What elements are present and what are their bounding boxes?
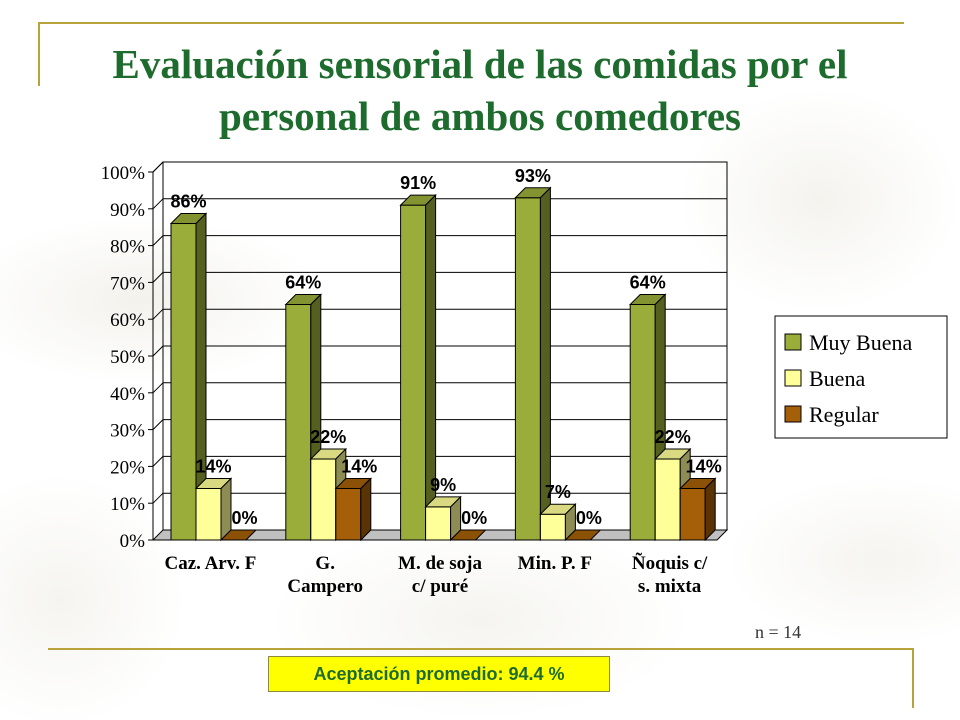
y-tick-label: 0% bbox=[120, 531, 146, 552]
gridline-depth bbox=[152, 382, 164, 394]
bar-data-label: 91% bbox=[400, 173, 436, 193]
bar-front bbox=[425, 506, 452, 541]
x-category-label: G. bbox=[315, 553, 335, 574]
decor-rule-top-vertical bbox=[38, 22, 40, 86]
acceptance-text: Aceptación promedio: 94.4 % bbox=[313, 663, 565, 684]
slide-title: Evaluación sensorial de las comidas por … bbox=[112, 41, 848, 139]
gridline-depth bbox=[152, 235, 164, 246]
x-category-label: s. mixta bbox=[638, 576, 702, 597]
gridline-depth bbox=[152, 272, 164, 283]
gridline-depth bbox=[152, 492, 164, 504]
bar-data-label: 0% bbox=[231, 508, 257, 528]
bar-front bbox=[514, 197, 541, 541]
bar-front bbox=[629, 303, 656, 541]
bar-front bbox=[310, 458, 337, 541]
bar-front bbox=[539, 513, 566, 541]
gridline-depth bbox=[152, 419, 164, 430]
gridline-depth bbox=[152, 198, 164, 210]
bar-data-label: 0% bbox=[576, 508, 602, 528]
y-tick-label: 60% bbox=[110, 310, 145, 331]
bar-data-label: 14% bbox=[195, 456, 231, 476]
bar-side bbox=[360, 477, 372, 542]
bar-front bbox=[285, 303, 312, 541]
bar-data-label: 9% bbox=[430, 475, 456, 495]
bar-data-label: 7% bbox=[545, 482, 571, 502]
bar-data-label: 14% bbox=[341, 456, 377, 476]
y-tick-label: 20% bbox=[110, 457, 145, 478]
y-tick-label: 40% bbox=[110, 384, 145, 405]
bar-front bbox=[195, 487, 222, 541]
x-category-label: M. de soja bbox=[398, 553, 482, 574]
bar-data-label: 93% bbox=[515, 166, 551, 186]
bar-side bbox=[220, 477, 232, 542]
gridline-depth bbox=[152, 308, 164, 320]
x-category-label: c/ puré bbox=[412, 576, 468, 597]
y-tick-label: 70% bbox=[110, 273, 145, 294]
y-tick-label: 80% bbox=[110, 237, 145, 258]
y-axis-top-depth bbox=[152, 161, 164, 173]
x-category-label: Ñoquis c/ bbox=[632, 552, 708, 574]
legend-swatch bbox=[784, 405, 802, 423]
decor-rule-bottom-horizontal bbox=[48, 648, 914, 650]
decor-rule-bottom-vertical bbox=[912, 648, 914, 708]
y-tick-label: 90% bbox=[110, 200, 145, 221]
bar-data-label: 14% bbox=[686, 456, 722, 476]
acceptance-box: Aceptación promedio: 94.4 % bbox=[268, 656, 610, 692]
bar-data-label: 64% bbox=[630, 272, 666, 292]
bar-data-label: 0% bbox=[461, 508, 487, 528]
y-tick-label: 10% bbox=[110, 494, 145, 515]
legend-label: Muy Buena bbox=[809, 330, 913, 355]
bar-data-label: 86% bbox=[170, 192, 206, 212]
y-tick-label: 100% bbox=[101, 163, 146, 184]
legend-label: Regular bbox=[809, 402, 879, 427]
bar-data-label: 64% bbox=[285, 272, 321, 292]
decor-rule-top-horizontal bbox=[38, 22, 904, 24]
bar-front bbox=[400, 204, 427, 541]
y-tick-label: 50% bbox=[110, 347, 145, 368]
bar-front bbox=[679, 487, 706, 541]
bar-front bbox=[170, 223, 197, 541]
x-category-label: Campero bbox=[287, 576, 363, 597]
sample-size-note: n = 14 bbox=[755, 622, 802, 642]
legend-swatch bbox=[784, 333, 802, 351]
x-category-label: Caz. Arv. F bbox=[164, 553, 256, 574]
bar-data-label: 22% bbox=[310, 427, 346, 447]
bar-side bbox=[704, 477, 716, 542]
bar-front bbox=[654, 458, 681, 541]
legend-swatch bbox=[784, 369, 802, 387]
bar-front bbox=[335, 487, 362, 541]
bar-flat bbox=[219, 529, 258, 541]
y-tick-label: 30% bbox=[110, 421, 145, 442]
legend-label: Buena bbox=[809, 366, 865, 391]
bar-data-label: 22% bbox=[655, 427, 691, 447]
gridline-depth bbox=[152, 456, 164, 467]
x-category-label: Min. P. F bbox=[518, 553, 592, 574]
legend-box bbox=[774, 315, 948, 439]
bar-flat bbox=[564, 529, 602, 541]
bar-flat bbox=[449, 529, 487, 541]
gridline-depth bbox=[152, 345, 164, 357]
